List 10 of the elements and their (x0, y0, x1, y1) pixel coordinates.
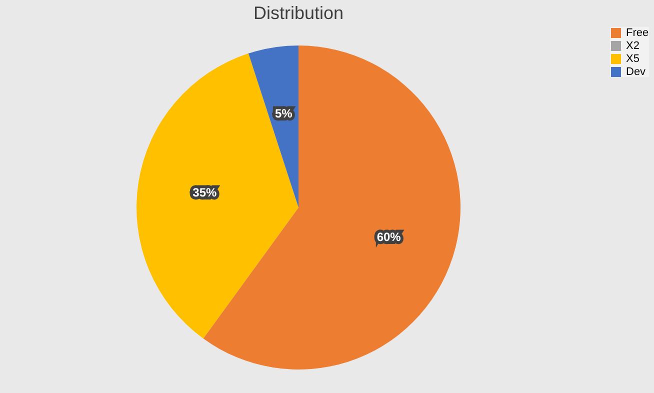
legend-label: Free (626, 27, 649, 39)
data-label: 35% (192, 186, 217, 200)
legend-label: X5 (626, 53, 640, 65)
chart-title: Distribution (253, 3, 344, 23)
pie-slice (248, 46, 298, 208)
data-label: 60% (376, 230, 402, 244)
legend-label: X2 (626, 40, 640, 52)
legend-label: Dev (626, 66, 646, 78)
data-label: 5% (274, 106, 293, 121)
pie-slice (136, 53, 298, 339)
